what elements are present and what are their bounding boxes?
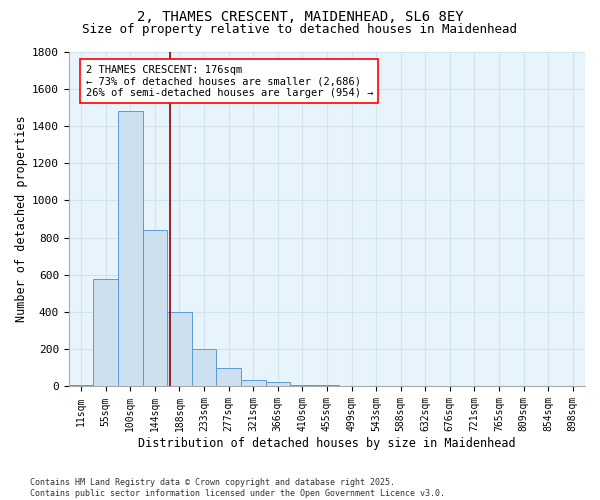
Bar [314, 384, 339, 386]
Y-axis label: Number of detached properties: Number of detached properties [15, 116, 28, 322]
Bar [167, 312, 192, 386]
Bar [192, 350, 217, 387]
Bar [94, 278, 118, 386]
Text: Size of property relative to detached houses in Maidenhead: Size of property relative to detached ho… [83, 22, 517, 36]
Bar [143, 230, 167, 386]
Bar [217, 368, 241, 386]
Text: Contains HM Land Registry data © Crown copyright and database right 2025.
Contai: Contains HM Land Registry data © Crown c… [30, 478, 445, 498]
Text: 2, THAMES CRESCENT, MAIDENHEAD, SL6 8EY: 2, THAMES CRESCENT, MAIDENHEAD, SL6 8EY [137, 10, 463, 24]
Bar [69, 384, 94, 386]
Bar [118, 111, 143, 386]
X-axis label: Distribution of detached houses by size in Maidenhead: Distribution of detached houses by size … [138, 437, 516, 450]
Bar [241, 380, 266, 386]
Bar [266, 382, 290, 386]
Text: 2 THAMES CRESCENT: 176sqm
← 73% of detached houses are smaller (2,686)
26% of se: 2 THAMES CRESCENT: 176sqm ← 73% of detac… [86, 64, 373, 98]
Bar [290, 384, 314, 386]
